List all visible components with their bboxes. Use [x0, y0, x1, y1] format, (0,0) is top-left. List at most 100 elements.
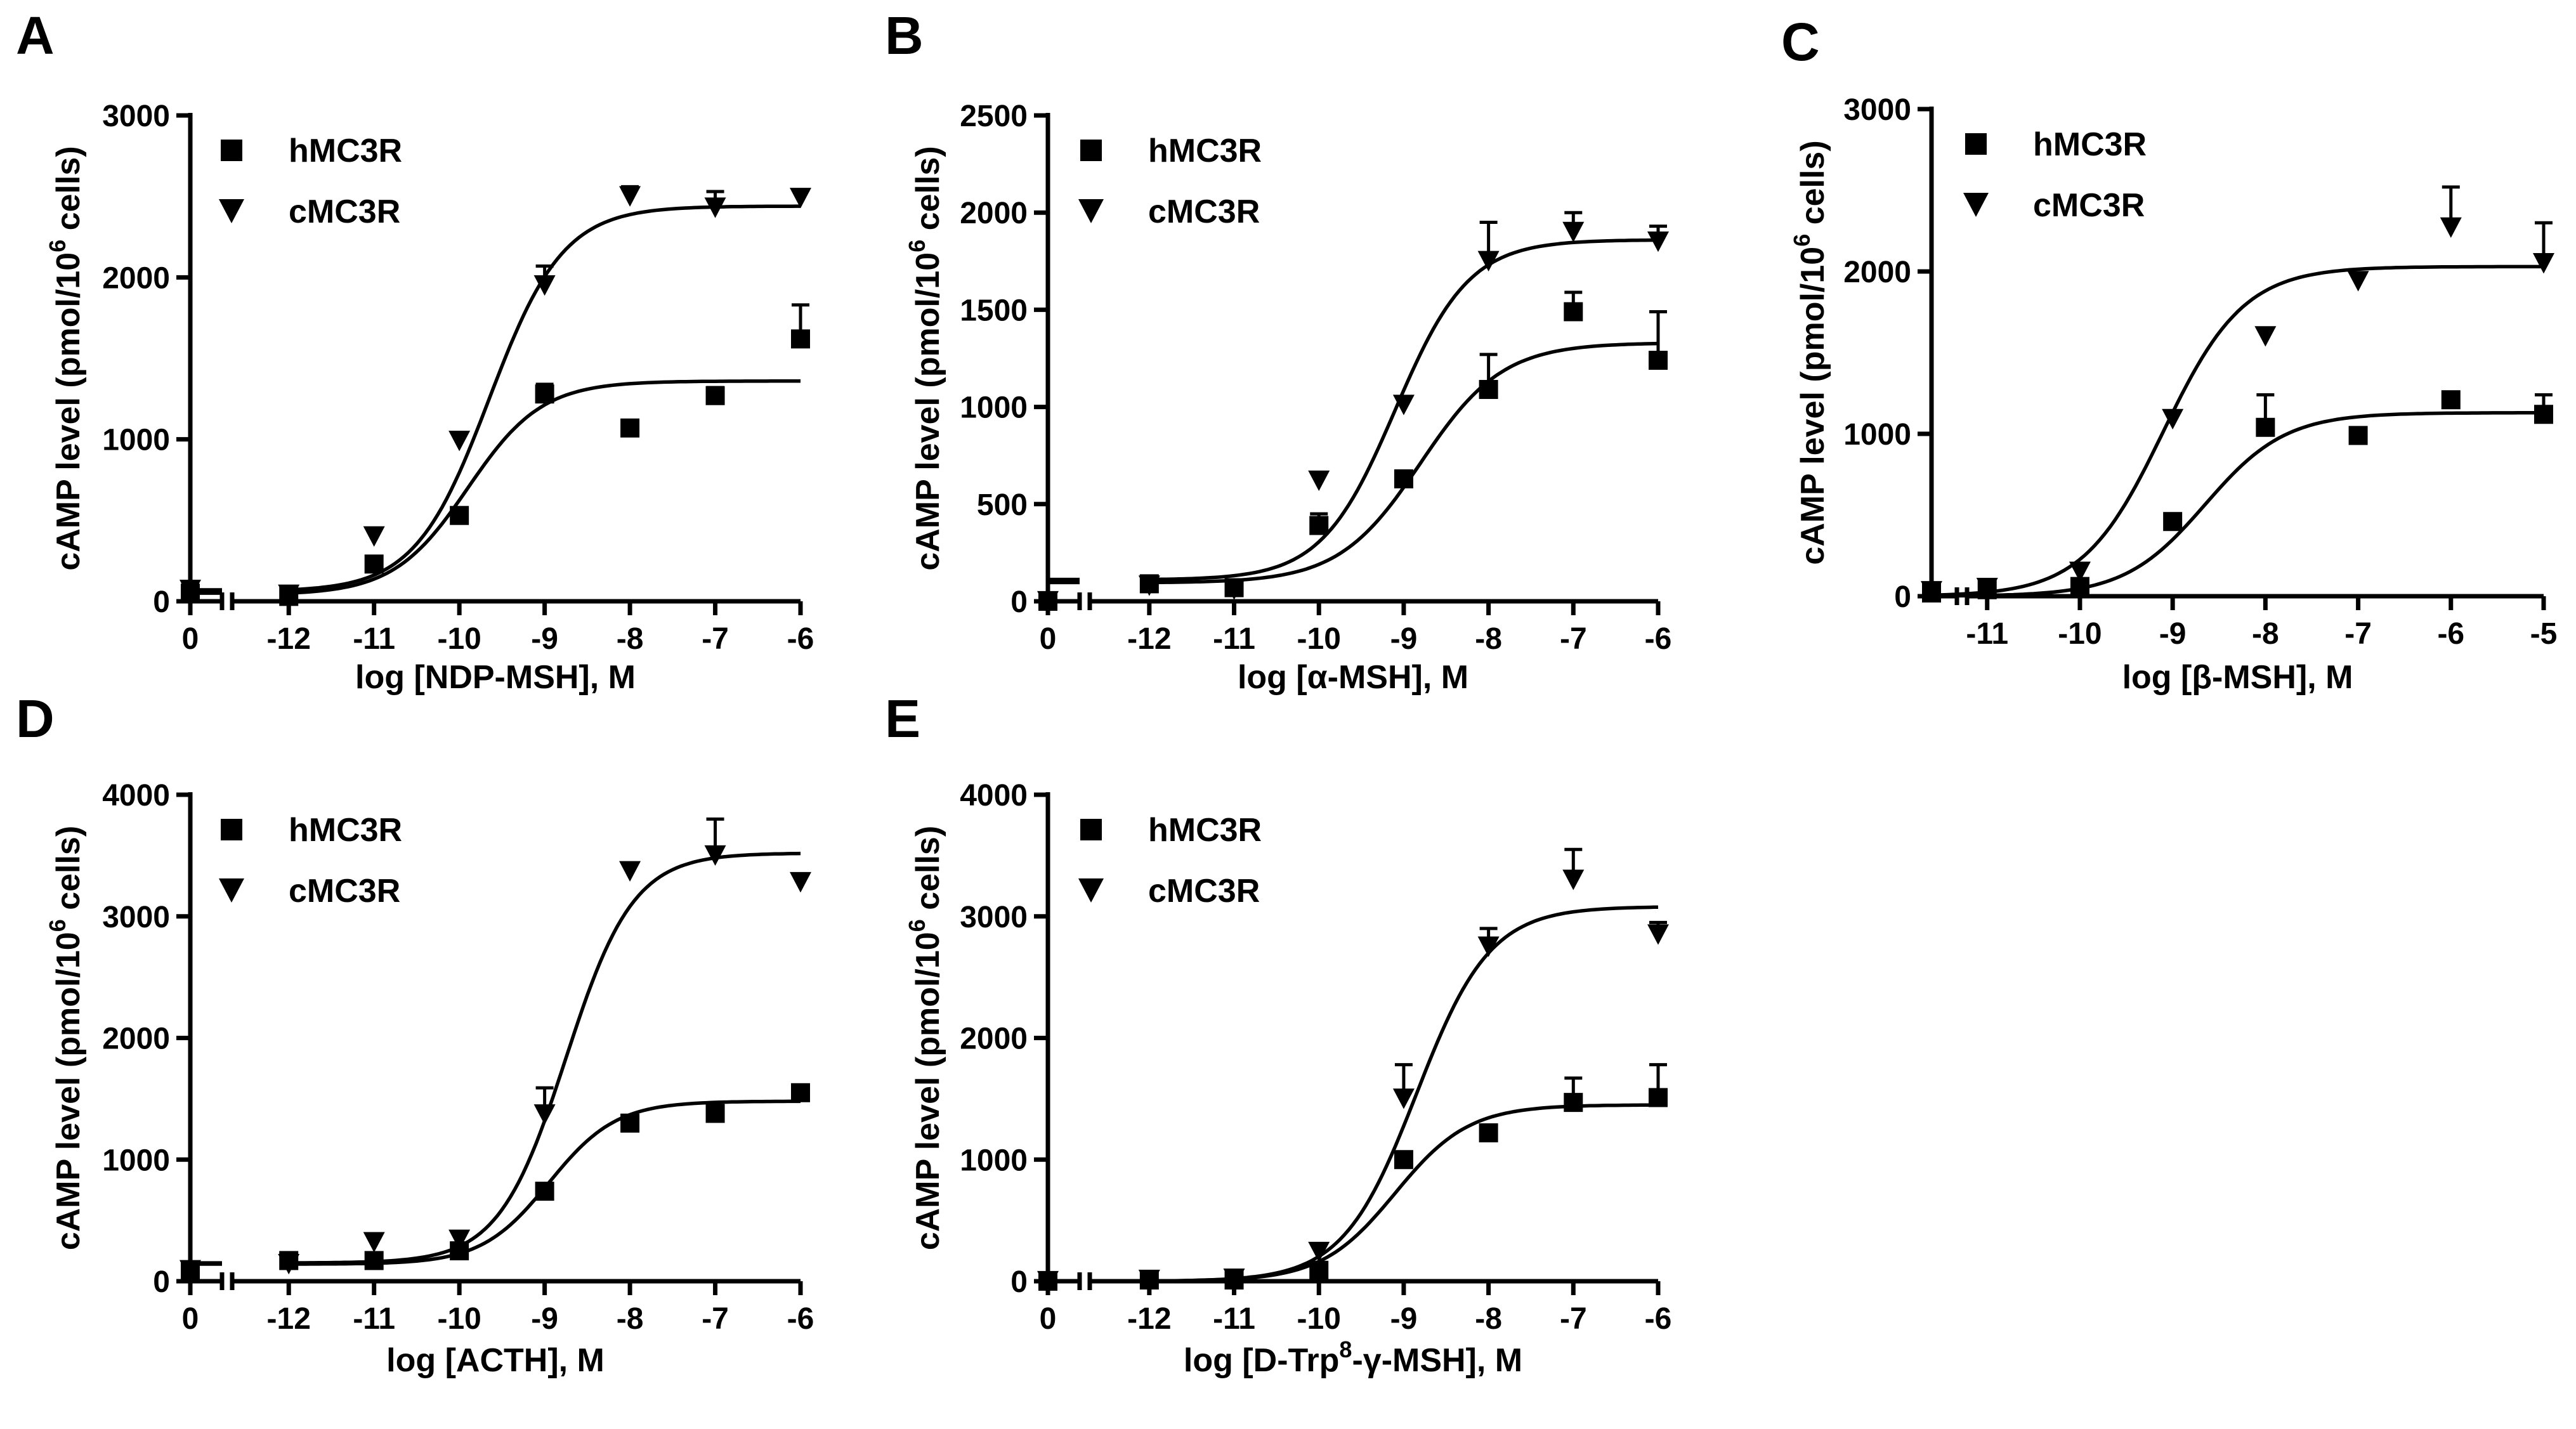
x-tick-label: -11 — [1966, 617, 2008, 651]
data-point-square — [2534, 405, 2553, 424]
x-tick-label: -5 — [2530, 617, 2558, 651]
legend-label: cMC3R — [2033, 187, 2145, 224]
y-tick-label: 2000 — [102, 1022, 170, 1056]
series-hmc3r — [1038, 1063, 1668, 1291]
y-tick-label: 0 — [153, 585, 170, 619]
y-axis-title: cAMP level (pmol/106 cells) — [1789, 140, 1831, 564]
x-axis-title-tail: -γ-MSH], M — [1352, 1342, 1522, 1379]
x-tick-label: -9 — [1390, 1302, 1418, 1336]
y-tick-label: 1000 — [1843, 418, 1911, 452]
x-tick-label-zero: 0 — [182, 1302, 199, 1336]
data-point-square — [1564, 1093, 1583, 1113]
x-axis-title: log [β-MSH], M — [2122, 659, 2353, 696]
x-tick-label: -12 — [1127, 1302, 1171, 1336]
data-point-triangle — [1037, 1270, 1059, 1292]
data-point-triangle — [533, 1104, 556, 1125]
y-axis-title-tail: cells) — [50, 826, 87, 919]
y-axis-title: cAMP level (pmol/106 cells) — [904, 146, 946, 570]
data-point-square — [1309, 1260, 1329, 1280]
data-point-triangle — [1562, 221, 1585, 242]
data-point-triangle — [1078, 878, 1104, 903]
series-hmc3r — [181, 303, 810, 606]
x-tick-label: -6 — [1645, 622, 1672, 656]
data-point-triangle — [1477, 936, 1500, 957]
data-point-square — [1309, 516, 1329, 535]
x-tick-label: -11 — [1213, 622, 1255, 656]
y-axis-title: cAMP level (pmol/106 cells) — [904, 826, 946, 1250]
x-tick-label: -8 — [2252, 617, 2279, 651]
y-tick-label: 2000 — [960, 197, 1028, 230]
x-axis-title: log [NDP-MSH], M — [355, 659, 636, 696]
data-point-square — [2441, 390, 2461, 410]
x-tick-label: -12 — [267, 1302, 311, 1336]
fit-curve — [1931, 264, 2544, 597]
x-tick-label: -6 — [2437, 617, 2464, 651]
data-point-square — [1564, 302, 1583, 322]
x-tick-label: -12 — [1127, 622, 1171, 656]
y-axis-title-sup: 6 — [904, 240, 930, 252]
data-point-square — [535, 1182, 554, 1201]
y-axis-title-sup: 6 — [904, 919, 930, 932]
series-cmc3r — [180, 185, 811, 605]
data-point-square — [221, 819, 242, 840]
data-point-square — [535, 384, 554, 404]
x-tick-label: -9 — [531, 1302, 558, 1336]
fit-curve — [289, 851, 801, 1265]
data-point-square — [1080, 140, 1102, 161]
series-cmc3r — [180, 817, 811, 1281]
data-point-triangle — [2254, 326, 2277, 347]
data-point-square — [705, 386, 725, 405]
data-point-triangle — [1392, 395, 1415, 415]
data-point-triangle — [448, 431, 471, 452]
data-point-triangle — [1308, 1241, 1330, 1263]
x-tick-label: -6 — [787, 1302, 814, 1336]
series-cmc3r — [1921, 185, 2554, 602]
data-point-square — [1080, 819, 1102, 840]
y-axis-title-tail: cells) — [1795, 140, 1831, 233]
x-axis-title: log [α-MSH], M — [1238, 659, 1468, 696]
y-axis-title-sup: 6 — [44, 919, 70, 932]
data-point-triangle — [278, 584, 300, 605]
panel-b: B 0 500 1000 1500 2000 2500 cAMP level (pmol/10… — [885, 6, 1671, 696]
series-hmc3r — [181, 1083, 810, 1280]
legend-label: cMC3R — [289, 873, 400, 910]
x-axis-title-main: log [D-Trp — [1184, 1342, 1340, 1379]
data-point-triangle — [1477, 251, 1500, 271]
data-point-triangle — [219, 878, 244, 903]
x-tick-label: -10 — [2058, 617, 2102, 651]
x-tick-label-zero: 0 — [1040, 622, 1057, 656]
data-point-triangle — [704, 197, 726, 218]
y-axis-title-main: cAMP level (pmol/10 — [910, 252, 946, 571]
data-point-square — [2163, 512, 2183, 532]
y-tick-label: 3000 — [960, 901, 1028, 934]
x-tick-label: -11 — [353, 622, 395, 656]
y-axis-title-sup: 6 — [1789, 234, 1815, 247]
x-tick-label-zero: 0 — [1040, 1302, 1057, 1336]
y-tick-label: 3000 — [102, 901, 170, 934]
y-tick-label: 0 — [153, 1265, 170, 1299]
x-tick-label-zero: 0 — [182, 622, 199, 656]
panel-letter: A — [16, 6, 55, 65]
legend-label: hMC3R — [1148, 133, 1262, 169]
x-axis-title: log [D-Trp8-γ-MSH], M — [1184, 1336, 1522, 1379]
fit-curve — [1149, 1103, 1658, 1283]
x-tick-label: -10 — [1297, 622, 1341, 656]
legend-label: cMC3R — [1148, 193, 1260, 230]
panel-letter: D — [16, 689, 55, 748]
data-point-triangle — [1562, 870, 1585, 891]
data-point-triangle — [619, 186, 641, 207]
data-point-triangle — [448, 1229, 471, 1250]
x-tick-label: -7 — [1560, 622, 1587, 656]
x-tick-label: -12 — [267, 622, 311, 656]
series-cmc3r — [1037, 847, 1669, 1292]
y-axis-title-main: cAMP level (pmol/10 — [910, 932, 946, 1250]
x-tick-label: -10 — [437, 622, 481, 656]
x-tick-label: -6 — [1645, 1302, 1672, 1336]
data-point-triangle — [1647, 232, 1669, 252]
x-tick-label: -9 — [1390, 622, 1418, 656]
x-tick-label: -9 — [531, 622, 558, 656]
data-point-triangle — [1963, 193, 1989, 217]
data-point-triangle — [363, 526, 385, 547]
